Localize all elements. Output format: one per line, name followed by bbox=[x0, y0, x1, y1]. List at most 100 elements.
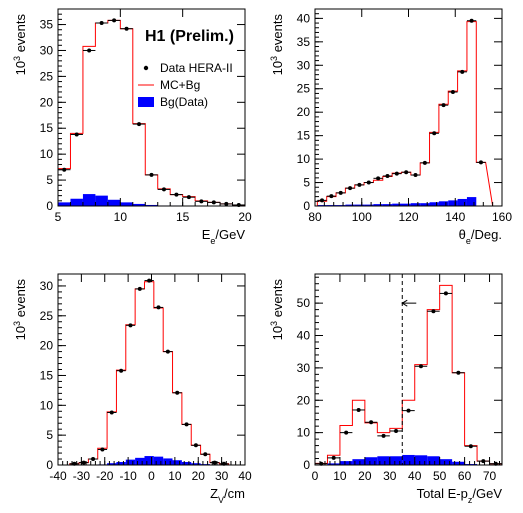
x-tick-label: 60 bbox=[458, 469, 472, 483]
bg-bar bbox=[402, 454, 415, 465]
mc-step-line bbox=[314, 284, 503, 465]
bg-bar bbox=[364, 457, 378, 465]
y-tick-label: 0 bbox=[303, 199, 310, 213]
bg-bar bbox=[82, 194, 96, 206]
y-axis-label-base: 10 bbox=[13, 326, 28, 340]
y-tick-label: 15 bbox=[40, 368, 54, 382]
legend-point-marker bbox=[143, 65, 149, 71]
y-tick-label: 10 bbox=[297, 426, 311, 440]
data-point bbox=[410, 173, 421, 178]
x-axis-label-sub: V bbox=[218, 495, 224, 505]
y-tick-label: 15 bbox=[297, 129, 311, 143]
data-point bbox=[326, 194, 337, 199]
y-axis-label-exp: 3 bbox=[269, 321, 279, 326]
bg-bar bbox=[448, 200, 458, 206]
y-tick-label: 10 bbox=[297, 152, 311, 166]
y-tick-label: 5 bbox=[46, 428, 53, 442]
data-point bbox=[364, 180, 374, 185]
y-axis-label-base: 10 bbox=[13, 61, 28, 75]
bg-bar bbox=[414, 455, 428, 465]
data-point bbox=[364, 420, 378, 425]
data-point bbox=[135, 286, 145, 291]
bg-bar bbox=[354, 204, 365, 206]
data-point bbox=[116, 368, 126, 373]
y-tick-label: 5 bbox=[46, 173, 53, 187]
data-point bbox=[182, 195, 196, 200]
x-axis-label-main: θ bbox=[459, 227, 466, 242]
bg-bar bbox=[420, 203, 430, 206]
bg-bar bbox=[364, 204, 374, 206]
data-point bbox=[439, 291, 453, 296]
bg-bar bbox=[120, 202, 133, 206]
bg-bar bbox=[135, 457, 145, 465]
y-axis-label-base: 10 bbox=[270, 326, 285, 340]
bg-bar bbox=[352, 459, 365, 465]
x-tick-label: 40 bbox=[408, 469, 422, 483]
bg-bar bbox=[191, 463, 201, 465]
bg-bar bbox=[382, 204, 393, 206]
x-tick-label: 20 bbox=[192, 469, 206, 483]
x-axis-label-main: Total E-p bbox=[417, 486, 468, 501]
bg-bar bbox=[410, 203, 421, 206]
bg-bar bbox=[377, 456, 390, 465]
legend-label: Data HERA-II bbox=[160, 61, 233, 75]
data-point bbox=[339, 430, 353, 435]
bg-bar bbox=[145, 204, 158, 206]
data-point bbox=[401, 170, 411, 175]
x-tick-label: 50 bbox=[433, 469, 447, 483]
x-tick-label: 40 bbox=[238, 469, 252, 483]
data-point bbox=[132, 122, 146, 127]
mc-step-line bbox=[57, 19, 246, 206]
bg-bar bbox=[144, 456, 154, 465]
data-point bbox=[153, 305, 164, 310]
plot-frame bbox=[57, 273, 246, 466]
data-point bbox=[207, 200, 221, 205]
data-point bbox=[414, 364, 428, 369]
y-axis-label-exp: 3 bbox=[269, 56, 279, 61]
x-tick-label: 120 bbox=[398, 210, 418, 224]
data-point bbox=[477, 459, 490, 464]
data-point bbox=[170, 192, 183, 197]
data-point bbox=[345, 186, 355, 191]
bg-bar bbox=[153, 456, 164, 465]
data-point bbox=[448, 90, 458, 95]
legend-entry: Data HERA-II bbox=[143, 61, 233, 75]
x-tick-label: 10 bbox=[168, 469, 182, 483]
data-point bbox=[157, 187, 171, 192]
data-point bbox=[373, 176, 383, 181]
bg-bar bbox=[70, 198, 83, 206]
y-tick-label: 30 bbox=[40, 279, 54, 293]
data-point bbox=[352, 407, 365, 412]
data-point bbox=[457, 69, 467, 74]
y-tick-label: 15 bbox=[40, 121, 54, 135]
x-tick-label: 80 bbox=[308, 210, 322, 224]
x-tick-label: 30 bbox=[383, 469, 397, 483]
bg-bar bbox=[107, 463, 117, 465]
y-tick-label: 10 bbox=[40, 398, 54, 412]
data-point bbox=[70, 132, 83, 137]
panel-epz: 0 10 20 30 40 50 60 70 0 10 20 30 40 50 Total E-pz/GeV… bbox=[269, 273, 503, 505]
y-axis-label-rest: events bbox=[270, 14, 285, 56]
x-axis-label-main: Z bbox=[210, 486, 218, 501]
data-point bbox=[82, 48, 96, 53]
bg-bar bbox=[132, 203, 146, 206]
data-point bbox=[191, 443, 201, 448]
x-tick-label: 160 bbox=[492, 210, 512, 224]
y-tick-label: 20 bbox=[40, 339, 54, 353]
data-point bbox=[476, 160, 486, 165]
data-point bbox=[125, 323, 136, 328]
data-point bbox=[209, 460, 220, 465]
y-tick-label: 40 bbox=[297, 329, 311, 343]
x-tick-label: 5 bbox=[55, 210, 62, 224]
x-axis-label-unit: /GeV bbox=[472, 486, 502, 501]
bg-bar bbox=[345, 204, 355, 206]
y-tick-label: 20 bbox=[297, 393, 311, 407]
data-point bbox=[427, 309, 440, 314]
data-point bbox=[336, 190, 346, 195]
x-tick-label: 70 bbox=[483, 469, 497, 483]
x-axis-label-sub: e bbox=[210, 236, 215, 246]
x-tick-label: -40 bbox=[49, 469, 67, 483]
bg-bar bbox=[392, 203, 402, 206]
x-tick-label: -10 bbox=[119, 469, 137, 483]
